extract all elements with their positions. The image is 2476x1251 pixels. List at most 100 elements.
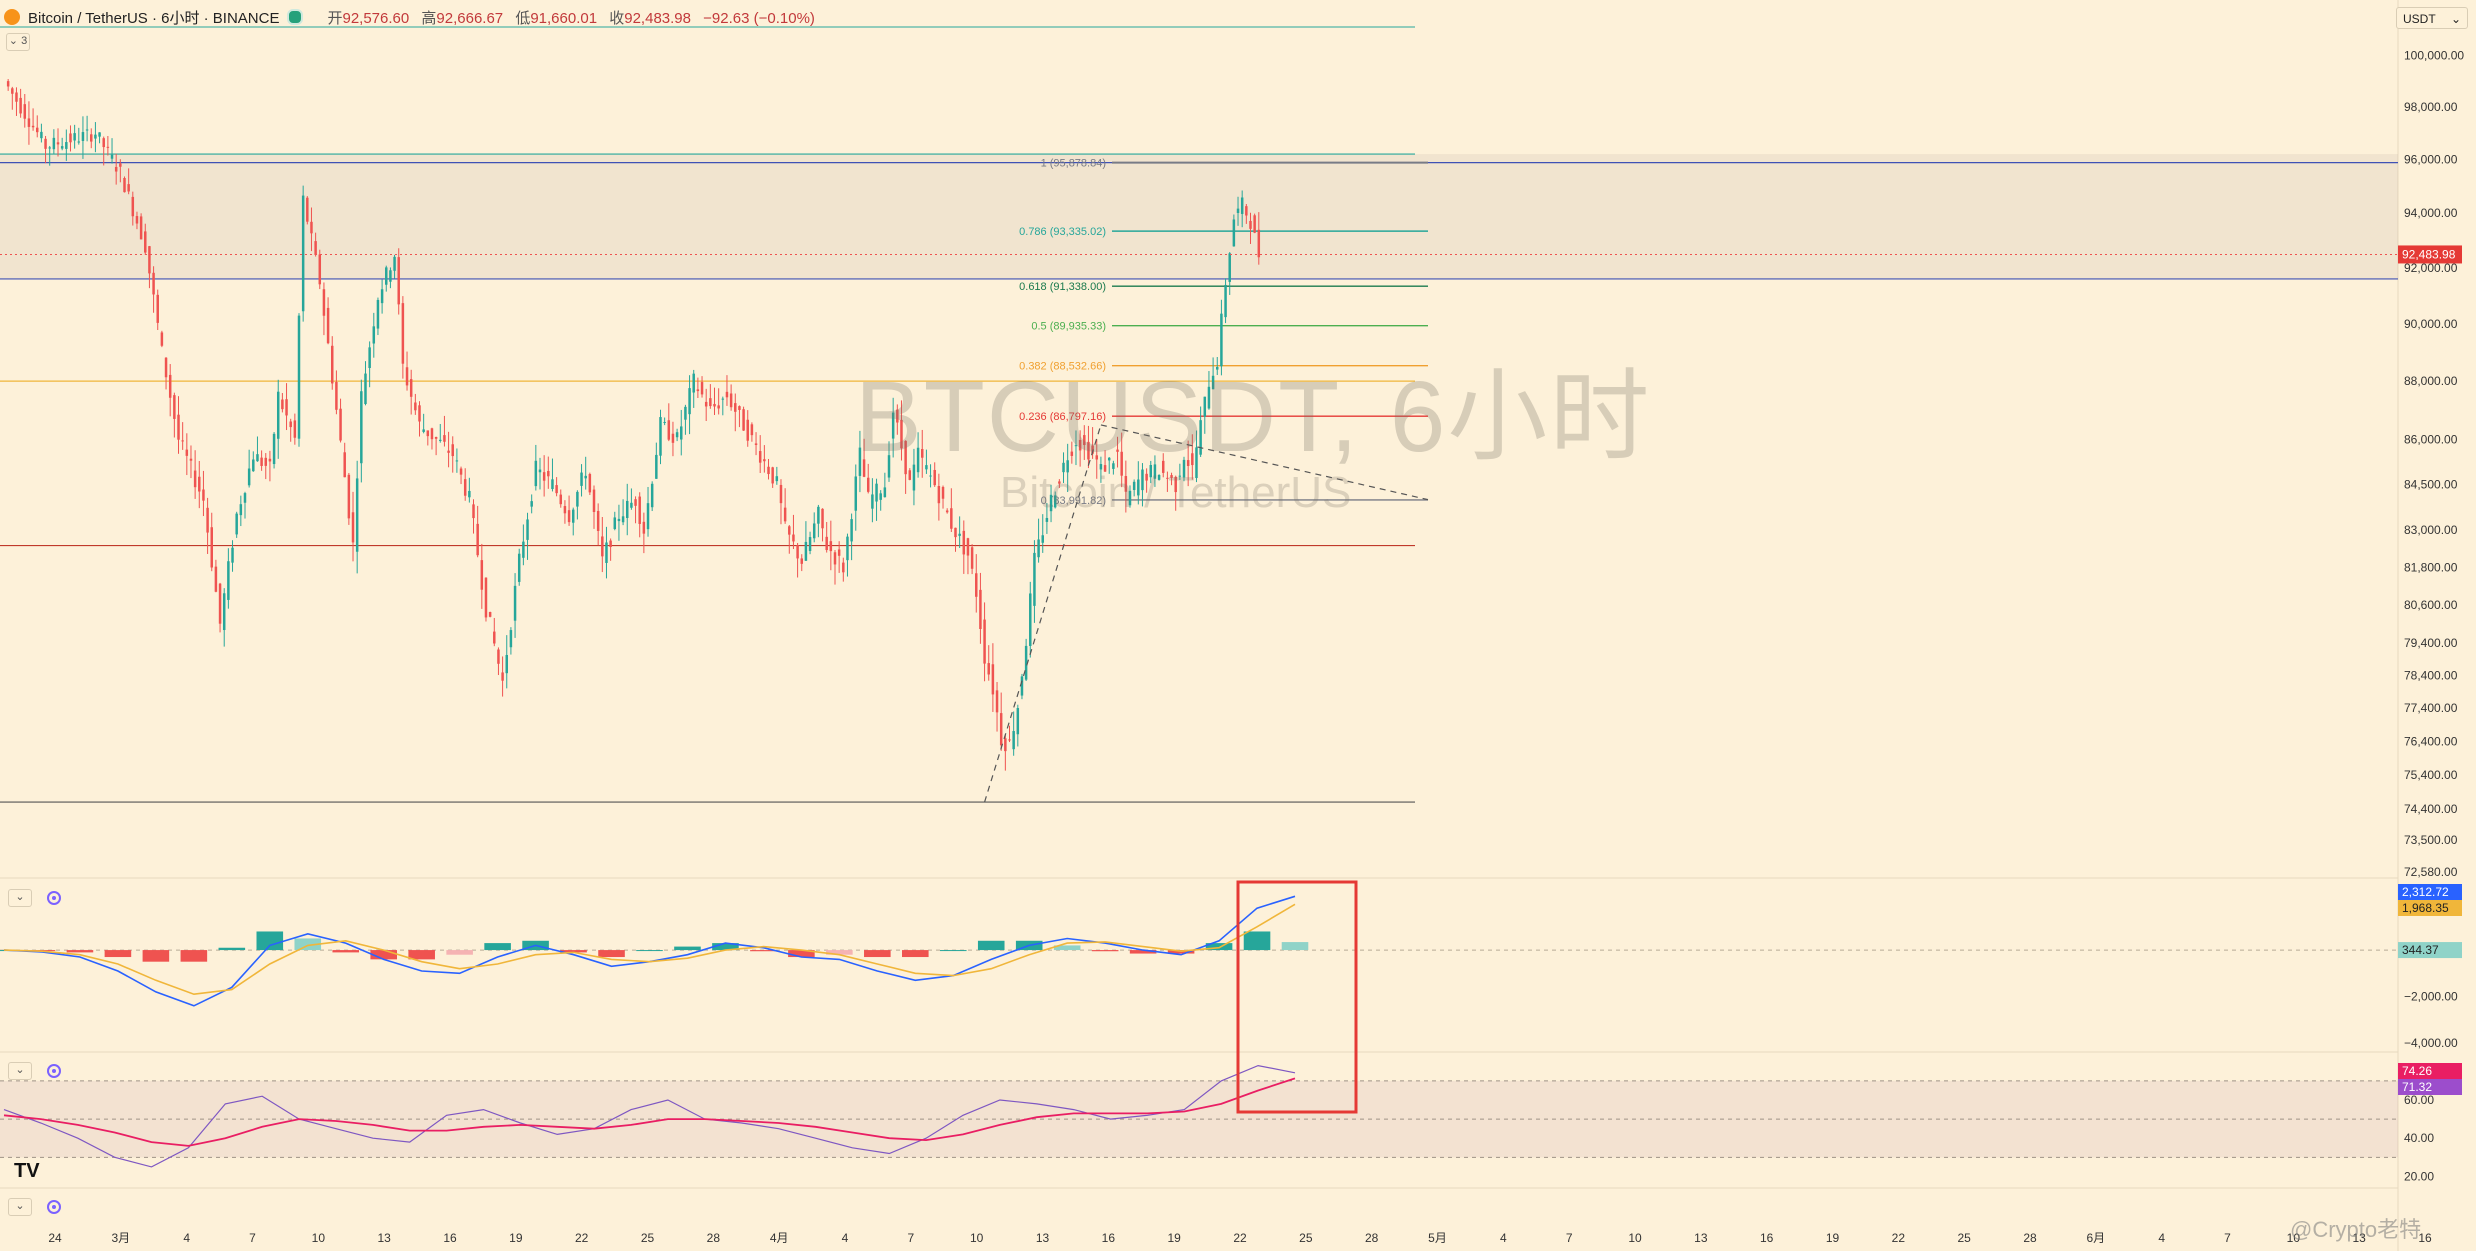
candle-body	[52, 137, 56, 150]
candle-body	[148, 246, 151, 274]
candle-body	[256, 454, 259, 462]
symbol-title[interactable]: Bitcoin / TetherUS · 6小时 · BINANCE	[28, 9, 280, 27]
collapse-indicators-button[interactable]: ⌄ 3	[6, 33, 30, 51]
candle-body	[908, 470, 912, 480]
macd-histogram-bar	[256, 931, 284, 951]
candle-body	[252, 459, 255, 472]
candle-body	[160, 332, 164, 346]
candle-body	[173, 395, 176, 419]
candle-body	[692, 373, 695, 393]
candle-body	[995, 690, 999, 713]
macd-settings-icon[interactable]	[47, 891, 61, 905]
time-axis-tick: 7	[1566, 1231, 1573, 1245]
candle-body	[883, 487, 887, 498]
candle-body	[559, 494, 563, 505]
rsi-value-badge	[2398, 1063, 2462, 1079]
candle-body	[717, 405, 720, 409]
candle-body	[281, 399, 284, 410]
candle-body	[480, 560, 484, 590]
candle-body	[422, 429, 425, 432]
candle-body	[44, 138, 47, 149]
candle-body	[426, 430, 430, 437]
candle-body	[742, 409, 745, 431]
candle-body	[1041, 535, 1044, 543]
price-axis-tick: 96,000.00	[2404, 152, 2458, 166]
macd-histogram-bar	[370, 950, 397, 960]
candle-body	[1049, 494, 1053, 512]
candle-body	[314, 241, 317, 255]
name-watermark: Bitcoin / TetherUS	[1000, 468, 1352, 517]
macd-axis-tick: −2,000.00	[2404, 990, 2458, 1004]
candle-body	[127, 184, 130, 192]
candle-body	[929, 475, 932, 477]
candle-body	[945, 510, 949, 513]
macd-histogram-bar	[1091, 950, 1119, 952]
macd-collapse-button[interactable]: ⌄	[8, 889, 32, 907]
candle-body	[1161, 460, 1165, 473]
candle-body	[954, 527, 957, 538]
candle-body	[875, 483, 878, 502]
candle-body	[123, 177, 126, 193]
pane-collapse-button[interactable]: ⌄	[8, 1198, 32, 1216]
rsi-value-label: 74.26	[2402, 1064, 2432, 1078]
macd-histogram-bar	[560, 950, 587, 953]
candle-body	[987, 663, 990, 675]
candle-body	[858, 447, 862, 476]
candle-body	[389, 270, 392, 282]
candle-body	[385, 267, 388, 285]
macd-histogram-bar	[902, 950, 929, 958]
candle-body	[393, 256, 396, 271]
currency-selector[interactable]: USDT ⌄	[2396, 7, 2468, 29]
candle-body	[842, 562, 845, 573]
candle-body	[879, 493, 882, 500]
candle-body	[617, 518, 621, 522]
candle-body	[343, 452, 346, 478]
candle-body	[821, 508, 824, 529]
candle-body	[829, 541, 833, 552]
candle-body	[1095, 455, 1099, 460]
candle-body	[1186, 460, 1190, 466]
candle-body	[297, 315, 301, 439]
candle-body	[555, 485, 558, 494]
market-status-icon	[287, 9, 304, 25]
candle-body	[862, 459, 866, 477]
candle-body	[912, 464, 916, 491]
candle-body	[584, 475, 587, 479]
macd-histogram-bar	[66, 950, 94, 953]
macd-histogram-bar	[1281, 942, 1309, 951]
close-label: 收	[609, 9, 625, 27]
candle-body	[1207, 386, 1211, 409]
candle-body	[202, 489, 205, 501]
candle-body	[94, 134, 97, 139]
pane-settings-icon[interactable]	[47, 1200, 61, 1214]
candle-body	[1116, 449, 1119, 452]
bitcoin-logo-icon	[4, 9, 20, 25]
candle-body	[1128, 490, 1132, 506]
candle-body	[580, 472, 583, 486]
rsi-collapse-button[interactable]: ⌄	[8, 1062, 32, 1080]
candle-body	[671, 433, 675, 443]
high-value: 92,666.67	[436, 9, 504, 27]
candle-body	[896, 409, 899, 423]
candle-body	[696, 389, 700, 392]
candle-body	[999, 713, 1003, 746]
price-axis-tick: 72,580.00	[2404, 865, 2458, 879]
candle-body	[90, 134, 93, 142]
candle-body	[713, 403, 716, 407]
time-axis-tick: 22	[575, 1231, 589, 1245]
candle-body	[1012, 731, 1015, 750]
rsi-settings-icon[interactable]	[47, 1064, 61, 1078]
price-axis-tick: 75,400.00	[2404, 768, 2458, 782]
candle-body	[825, 536, 828, 551]
price-axis-tick: 76,400.00	[2404, 734, 2458, 748]
candle-body	[571, 509, 575, 523]
candle-body	[322, 289, 326, 316]
time-axis-tick: 28	[2023, 1231, 2037, 1245]
candle-body	[567, 510, 571, 523]
candle-body	[700, 382, 704, 395]
candle-body	[110, 154, 114, 159]
candle-body	[513, 585, 517, 621]
price-axis-tick: 86,000.00	[2404, 433, 2458, 447]
candle-body	[704, 401, 708, 407]
